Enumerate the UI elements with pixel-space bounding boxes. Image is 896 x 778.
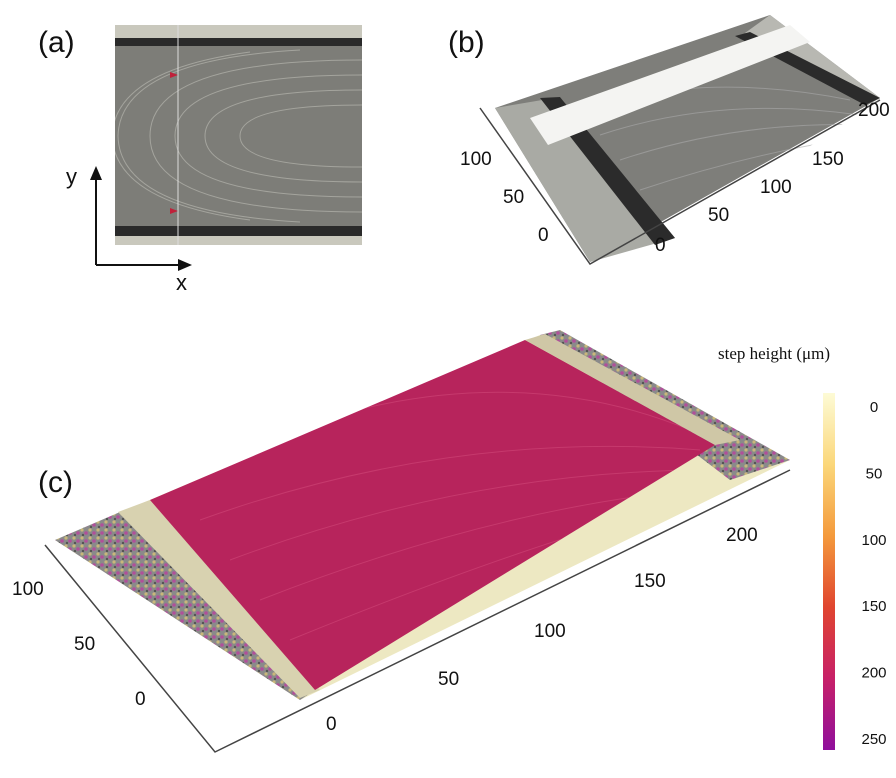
tick-label: 50 xyxy=(438,669,459,690)
tick-label: 0 xyxy=(326,714,337,735)
panel-label: (b) xyxy=(448,26,485,59)
tick-label: 100 xyxy=(12,579,44,600)
colorbar-title: step height (μm) xyxy=(718,344,830,363)
colorbar xyxy=(823,393,835,750)
colorbar-tick-label: 250 xyxy=(861,731,886,748)
tick-label: 50 xyxy=(74,634,95,655)
figure: (a) y x (b) xyxy=(0,0,896,778)
tick-label: 150 xyxy=(634,571,666,592)
tick-label: 150 xyxy=(812,149,844,170)
tick-label: 50 xyxy=(708,205,729,226)
surface-3d xyxy=(45,330,790,752)
tick-label: 50 xyxy=(503,187,524,208)
axis-label: x xyxy=(176,270,187,295)
colorbar-tick-label: 50 xyxy=(866,465,883,482)
colorbar-ticks: 0 50 100 150 200 250 xyxy=(861,399,886,748)
axis-label: y xyxy=(66,164,77,189)
tick-label: 200 xyxy=(858,100,890,121)
tick-label: 0 xyxy=(655,235,666,256)
tick-label: 200 xyxy=(726,525,758,546)
tick-label: 0 xyxy=(538,225,549,246)
panel-label: (c) xyxy=(38,466,73,499)
tick-label: 100 xyxy=(760,177,792,198)
tick-label: 100 xyxy=(460,149,492,170)
colorbar-tick-label: 0 xyxy=(870,399,878,416)
micrograph xyxy=(112,25,362,245)
colorbar-tick-label: 100 xyxy=(861,532,886,549)
panel-label: (a) xyxy=(38,26,75,59)
colorbar-tick-label: 200 xyxy=(861,665,886,682)
colorbar-tick-label: 150 xyxy=(861,598,886,615)
tick-label: 0 xyxy=(135,689,146,710)
tick-label: 100 xyxy=(534,621,566,642)
